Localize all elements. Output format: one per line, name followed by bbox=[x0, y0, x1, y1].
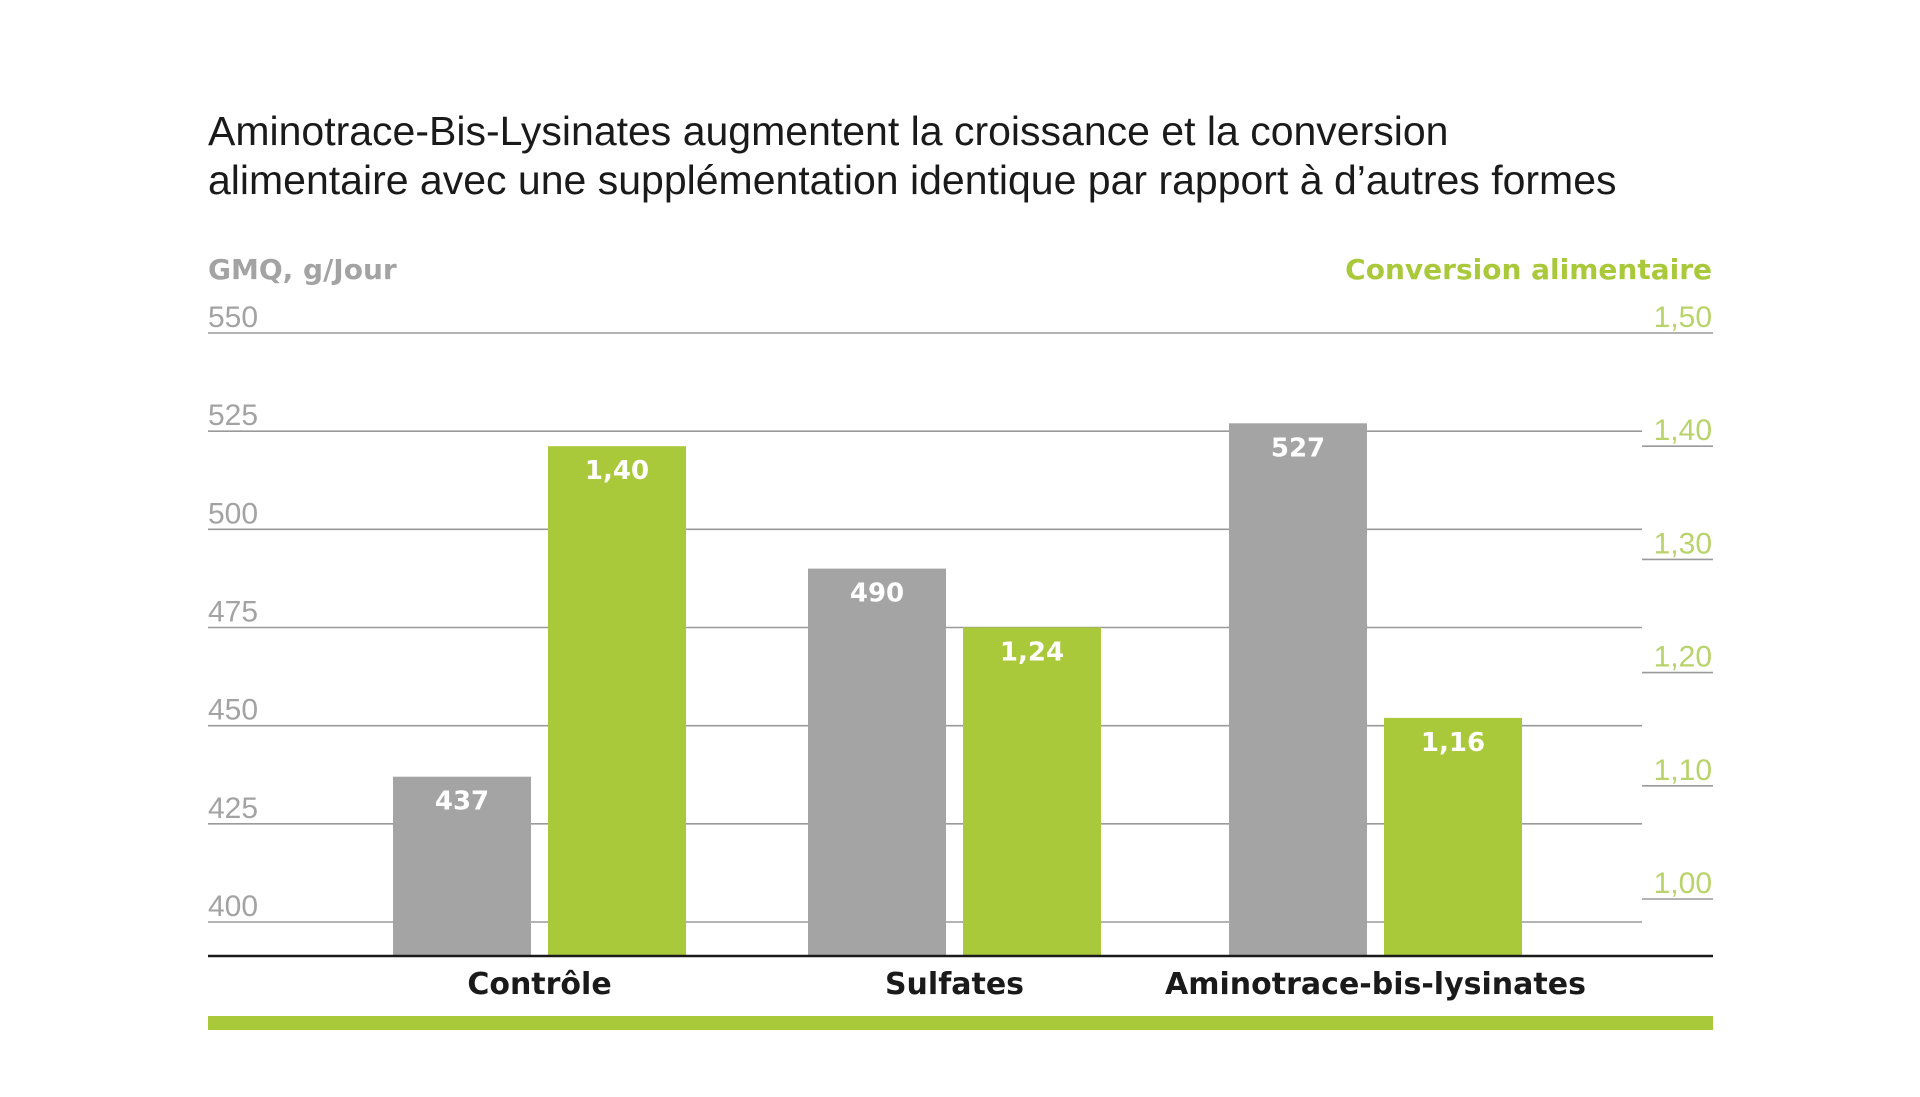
footer-accent-bar bbox=[208, 1016, 1713, 1030]
y-right-tick-label: 1,00 bbox=[1654, 867, 1712, 900]
chart-title-line-2: alimentaire avec une supplémentation ide… bbox=[208, 157, 1617, 203]
y-left-tick-label: 525 bbox=[208, 399, 258, 432]
y-right-axis-title: Conversion alimentaire bbox=[1345, 253, 1712, 286]
y-right-tick-label: 1,50 bbox=[1654, 301, 1712, 334]
y-right-tick-label: 1,30 bbox=[1654, 527, 1712, 560]
bar-value-label: 1,24 bbox=[1000, 637, 1064, 667]
right-tick-lines: 1,50 1,40 1,30 1,20 1,10 1,00 bbox=[1642, 301, 1713, 900]
y-left-tick-label: 425 bbox=[208, 792, 258, 825]
bar-value-label: 527 bbox=[1271, 433, 1325, 463]
y-left-tick-label: 500 bbox=[208, 497, 258, 530]
y-left-tick-label: 400 bbox=[208, 890, 258, 923]
y-left-tick-label: 450 bbox=[208, 694, 258, 727]
y-right-tick-label: 1,10 bbox=[1654, 754, 1712, 787]
category-label: Aminotrace-bis-lysinates bbox=[1165, 967, 1586, 1002]
bar-conversion bbox=[548, 446, 686, 956]
bar-gmq bbox=[1229, 423, 1367, 956]
bar-gmq bbox=[393, 776, 531, 956]
y-left-tick-label: 475 bbox=[208, 596, 258, 629]
y-right-tick-label: 1,20 bbox=[1654, 641, 1712, 674]
bar-value-label: 1,16 bbox=[1421, 728, 1485, 758]
bar-conversion bbox=[1384, 717, 1522, 956]
bar-conversion bbox=[963, 627, 1101, 956]
bars: 437 1,40 490 1,24 527 1,16 bbox=[393, 423, 1522, 956]
bar-gmq bbox=[808, 568, 946, 956]
category-label: Contrôle bbox=[467, 967, 611, 1002]
y-left-axis-title: GMQ, g/Jour bbox=[208, 253, 397, 286]
bar-value-label: 490 bbox=[850, 579, 904, 609]
category-label: Sulfates bbox=[885, 967, 1024, 1002]
y-right-tick-label: 1,40 bbox=[1654, 414, 1712, 447]
category-labels: Contrôle Sulfates Aminotrace-bis-lysinates bbox=[467, 967, 1586, 1002]
chart-title-line-1: Aminotrace-Bis-Lysinates augmentent la c… bbox=[208, 108, 1448, 154]
bar-value-label: 1,40 bbox=[585, 456, 649, 486]
bar-value-label: 437 bbox=[435, 787, 489, 817]
y-left-tick-label: 550 bbox=[208, 301, 258, 334]
